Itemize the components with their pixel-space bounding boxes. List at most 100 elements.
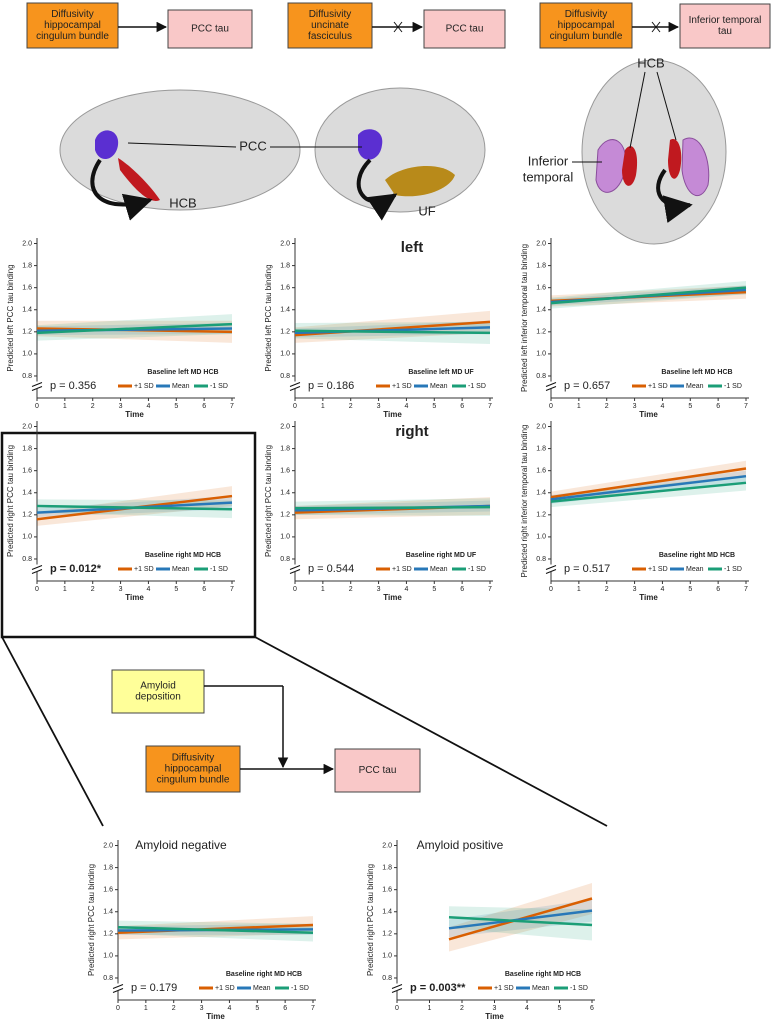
x-tick-label: 0 — [549, 403, 553, 410]
series-line — [36, 504, 233, 511]
x-tick-label: 7 — [488, 403, 492, 410]
brain-left — [59, 89, 301, 221]
p-value: p = 0.003** — [410, 982, 466, 994]
legend-title: Baseline right MD UF — [406, 552, 477, 559]
y-tick-label: 2.0 — [22, 240, 32, 247]
legend-label: Mean — [172, 566, 190, 573]
x-tick-label: 4 — [146, 403, 150, 410]
legend-title: Baseline left MD HCB — [661, 369, 732, 376]
x-tick-label: 6 — [460, 586, 464, 593]
p-value: p = 0.356 — [50, 380, 96, 392]
legend-title: Baseline left MD UF — [408, 369, 474, 376]
y-tick-label: 1.8 — [536, 445, 546, 452]
x-tick-label: 7 — [744, 586, 748, 593]
y-axis-label: Predicted left PCC tau binding — [6, 264, 15, 371]
x-tick-label: 4 — [146, 586, 150, 593]
x-tick-label: 3 — [377, 586, 381, 593]
legend-label: Mean — [172, 383, 190, 390]
x-tick-label: 5 — [558, 1005, 562, 1012]
x-tick-label: 6 — [283, 1005, 287, 1012]
y-tick-label: 1.6 — [22, 468, 32, 475]
y-tick-label: 1.0 — [22, 534, 32, 541]
source-box-text: cingulum bundle — [36, 31, 109, 42]
p-value: p = 0.657 — [564, 380, 610, 392]
target-box-text: Inferior temporal — [689, 15, 762, 26]
target-box — [423, 9, 506, 49]
y-tick-label: 1.0 — [22, 351, 32, 358]
y-tick-label: 1.8 — [103, 864, 113, 871]
x-tick-label: 0 — [35, 403, 39, 410]
x-tick-label: 5 — [688, 403, 692, 410]
confidence-band — [295, 310, 490, 343]
series-line — [117, 925, 314, 934]
y-tick-label: 1.0 — [103, 953, 113, 960]
y-tick-label: 0.8 — [103, 975, 113, 982]
x-tick-label: 5 — [432, 586, 436, 593]
x-tick-label: 1 — [577, 403, 581, 410]
legend-title: Baseline right MD HCB — [505, 971, 581, 978]
x-axis-label: Time — [125, 410, 144, 419]
x-tick-label: 5 — [255, 1005, 259, 1012]
x-tick-label: 7 — [488, 586, 492, 593]
y-tick-label: 1.8 — [22, 445, 32, 452]
highlight-frame — [0, 431, 257, 639]
legend-label: +1 SD — [648, 383, 668, 390]
y-tick-label: 1.4 — [280, 307, 290, 314]
x-tick-label: 1 — [577, 586, 581, 593]
row-label: right — [395, 423, 428, 440]
legend-label: +1 SD — [392, 383, 412, 390]
axis-break — [545, 382, 557, 387]
axis-break — [31, 382, 43, 387]
y-tick-label: 1.8 — [382, 864, 392, 871]
x-tick-label: 3 — [633, 586, 637, 593]
axis-break — [31, 565, 43, 570]
p-value: p = 0.544 — [308, 563, 354, 575]
series-line — [294, 505, 491, 510]
x-tick-label: 3 — [493, 1005, 497, 1012]
axis-break — [545, 565, 557, 570]
x-tick-label: 1 — [144, 1005, 148, 1012]
y-tick-label: 0.8 — [280, 556, 290, 563]
y-axis-label: Predicted right PCC tau binding — [6, 445, 15, 557]
source-box-text: hippocampal — [558, 20, 615, 31]
y-axis-label: Predicted right PCC tau binding — [264, 445, 273, 557]
x-tick-label: 2 — [349, 403, 353, 410]
y-tick-label: 1.6 — [280, 468, 290, 475]
series-line — [550, 474, 747, 501]
y-tick-label: 2.0 — [382, 842, 392, 849]
x-tick-label: 7 — [230, 586, 234, 593]
brain-label: Inferior — [528, 153, 569, 168]
legend-label: Mean — [430, 383, 448, 390]
x-tick-label: 1 — [428, 1005, 432, 1012]
y-axis-label: Predicted right PCC tau binding — [366, 864, 375, 976]
axis-break — [289, 382, 301, 387]
y-tick-label: 1.2 — [280, 329, 290, 336]
source-box-text: cingulum bundle — [550, 31, 623, 42]
y-tick-label: 1.6 — [103, 887, 113, 894]
pointer-line — [656, 71, 677, 141]
brain-label: PCC — [239, 138, 266, 153]
x-tick-label: 4 — [227, 1005, 231, 1012]
x-tick-label: 7 — [230, 403, 234, 410]
y-tick-label: 0.8 — [536, 556, 546, 563]
y-axis-label: Predicted left PCC tau binding — [264, 264, 273, 371]
x-tick-label: 5 — [432, 403, 436, 410]
x-tick-label: 3 — [119, 586, 123, 593]
x-tick-label: 0 — [35, 586, 39, 593]
x-tick-label: 0 — [293, 586, 297, 593]
y-tick-label: 1.0 — [536, 534, 546, 541]
y-tick-label: 1.0 — [536, 351, 546, 358]
x-tick-label: 6 — [202, 403, 206, 410]
y-tick-label: 0.8 — [280, 373, 290, 380]
y-tick-label: 2.0 — [103, 842, 113, 849]
target-box-text: tau — [718, 26, 732, 37]
x-tick-label: 7 — [311, 1005, 315, 1012]
axis-break — [391, 984, 403, 989]
source-box — [26, 2, 119, 49]
brain-label: temporal — [523, 169, 574, 184]
x-tick-label: 4 — [404, 586, 408, 593]
y-tick-label: 1.2 — [382, 931, 392, 938]
y-tick-label: 1.8 — [22, 262, 32, 269]
legend-label: -1 SD — [468, 566, 486, 573]
